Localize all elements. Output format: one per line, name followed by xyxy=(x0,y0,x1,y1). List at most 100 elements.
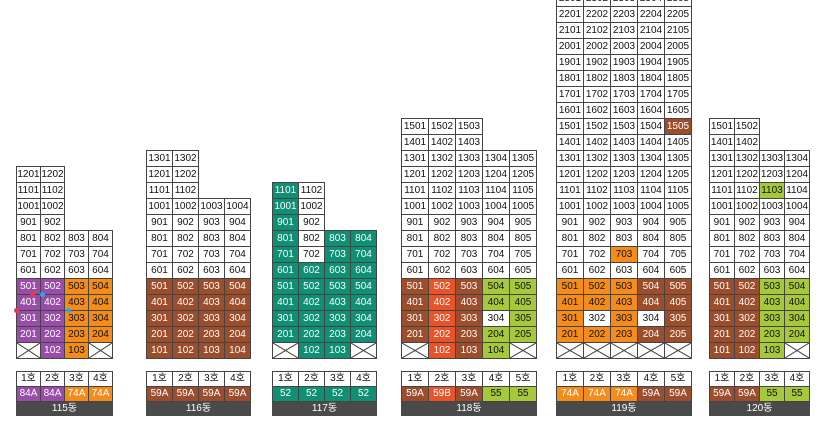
unit-cell[interactable]: 101 xyxy=(709,342,735,359)
unit-cell[interactable]: 902 xyxy=(428,214,456,231)
unit-cell[interactable]: 1604 xyxy=(637,102,665,119)
unit-cell[interactable]: 1101 xyxy=(556,182,584,199)
unit-cell[interactable]: 1201 xyxy=(709,166,735,183)
unit-cell[interactable]: 802 xyxy=(428,230,456,247)
unit-cell[interactable]: 404 xyxy=(224,294,251,311)
unit-cell[interactable]: 901 xyxy=(146,214,173,231)
unit-cell[interactable]: 1004 xyxy=(224,198,251,215)
unit-cell[interactable]: 1003 xyxy=(759,198,785,215)
unit-cell[interactable]: 2202 xyxy=(583,6,611,23)
unit-cell[interactable]: 1804 xyxy=(637,70,665,87)
unit-cell[interactable]: 203 xyxy=(455,326,483,343)
unit-cell[interactable]: 2003 xyxy=(610,38,638,55)
unit-cell[interactable]: 1001 xyxy=(556,198,584,215)
unit-cell[interactable]: 301 xyxy=(709,310,735,327)
unit-cell[interactable]: 103 xyxy=(198,342,225,359)
unit-cell[interactable]: 2103 xyxy=(610,22,638,39)
unit-cell[interactable]: 502 xyxy=(734,278,760,295)
unit-cell[interactable]: 1203 xyxy=(610,166,638,183)
unit-cell[interactable]: 203 xyxy=(324,326,351,343)
unit-cell[interactable]: 1105 xyxy=(509,182,537,199)
unit-cell[interactable]: 203 xyxy=(64,326,89,343)
unit-cell[interactable]: 503 xyxy=(198,278,225,295)
unit-cell[interactable]: 1401 xyxy=(401,134,429,151)
unit-cell[interactable]: 1102 xyxy=(428,182,456,199)
unit-cell[interactable]: 1805 xyxy=(664,70,692,87)
unit-cell[interactable]: 403 xyxy=(198,294,225,311)
unit-cell[interactable]: 1004 xyxy=(482,198,510,215)
unit-cell[interactable]: 401 xyxy=(272,294,299,311)
unit-cell[interactable]: 801 xyxy=(272,230,299,247)
unit-cell[interactable]: 501 xyxy=(401,278,429,295)
unit-cell[interactable]: 1203 xyxy=(455,166,483,183)
unit-cell[interactable]: 1101 xyxy=(16,182,41,199)
unit-cell[interactable]: 201 xyxy=(16,326,41,343)
unit-cell[interactable]: 603 xyxy=(759,262,785,279)
unit-cell[interactable]: 1905 xyxy=(664,54,692,71)
unit-cell[interactable]: 802 xyxy=(583,230,611,247)
unit-cell[interactable]: 1104 xyxy=(482,182,510,199)
unit-cell[interactable]: 1104 xyxy=(637,182,665,199)
unit-cell[interactable]: 1304 xyxy=(482,150,510,167)
unit-cell[interactable]: 501 xyxy=(16,278,41,295)
unit-cell[interactable]: 201 xyxy=(709,326,735,343)
unit-cell[interactable]: 303 xyxy=(198,310,225,327)
unit-cell[interactable]: 1202 xyxy=(40,166,65,183)
unit-cell[interactable]: 601 xyxy=(146,262,173,279)
unit-cell[interactable]: 701 xyxy=(272,246,299,263)
unit-cell[interactable]: 103 xyxy=(64,342,89,359)
unit-cell[interactable]: 1501 xyxy=(709,118,735,135)
unit-cell[interactable]: 1903 xyxy=(610,54,638,71)
unit-cell[interactable]: 2101 xyxy=(556,22,584,39)
unit-cell[interactable]: 601 xyxy=(401,262,429,279)
unit-cell[interactable]: 1003 xyxy=(610,198,638,215)
unit-cell[interactable]: 402 xyxy=(428,294,456,311)
unit-cell[interactable]: 704 xyxy=(784,246,810,263)
unit-cell[interactable]: 502 xyxy=(583,278,611,295)
unit-cell[interactable]: 203 xyxy=(610,326,638,343)
unit-cell[interactable]: 504 xyxy=(784,278,810,295)
unit-cell[interactable]: 1004 xyxy=(637,198,665,215)
unit-cell[interactable]: 801 xyxy=(556,230,584,247)
unit-cell[interactable]: 1404 xyxy=(637,134,665,151)
unit-cell[interactable]: 803 xyxy=(759,230,785,247)
unit-cell[interactable]: 102 xyxy=(734,342,760,359)
unit-cell[interactable]: 902 xyxy=(734,214,760,231)
unit-cell[interactable]: 1302 xyxy=(172,150,199,167)
unit-cell[interactable]: 303 xyxy=(455,310,483,327)
unit-cell[interactable]: 404 xyxy=(88,294,113,311)
unit-cell[interactable]: 1502 xyxy=(583,118,611,135)
unit-cell[interactable]: 904 xyxy=(482,214,510,231)
unit-cell[interactable]: 2004 xyxy=(637,38,665,55)
unit-cell[interactable]: 304 xyxy=(88,310,113,327)
unit-cell[interactable]: 203 xyxy=(759,326,785,343)
unit-cell[interactable]: 1202 xyxy=(583,166,611,183)
unit-cell[interactable]: 102 xyxy=(298,342,325,359)
unit-cell[interactable]: 1103 xyxy=(759,182,785,199)
unit-cell[interactable]: 804 xyxy=(784,230,810,247)
unit-cell[interactable]: 1703 xyxy=(610,86,638,103)
unit-cell[interactable]: 901 xyxy=(556,214,584,231)
unit-cell[interactable]: 603 xyxy=(455,262,483,279)
unit-cell[interactable]: 402 xyxy=(172,294,199,311)
unit-cell[interactable]: 204 xyxy=(224,326,251,343)
unit-cell[interactable]: 1403 xyxy=(610,134,638,151)
unit-cell[interactable]: 1102 xyxy=(734,182,760,199)
unit-cell[interactable]: 304 xyxy=(637,310,665,327)
unit-cell[interactable]: 903 xyxy=(455,214,483,231)
unit-cell[interactable]: 404 xyxy=(784,294,810,311)
unit-cell[interactable]: 1301 xyxy=(556,150,584,167)
unit-cell[interactable]: 103 xyxy=(759,342,785,359)
unit-cell[interactable]: 1201 xyxy=(401,166,429,183)
unit-cell[interactable]: 804 xyxy=(482,230,510,247)
unit-cell[interactable]: 2104 xyxy=(637,22,665,39)
unit-cell[interactable]: 601 xyxy=(709,262,735,279)
unit-cell[interactable]: 1002 xyxy=(583,198,611,215)
unit-cell[interactable]: 901 xyxy=(16,214,41,231)
unit-cell[interactable]: 702 xyxy=(734,246,760,263)
unit-cell[interactable]: 803 xyxy=(324,230,351,247)
unit-cell[interactable]: 602 xyxy=(40,262,65,279)
unit-cell[interactable]: 805 xyxy=(664,230,692,247)
unit-cell[interactable]: 1502 xyxy=(428,118,456,135)
unit-cell[interactable]: 604 xyxy=(88,262,113,279)
